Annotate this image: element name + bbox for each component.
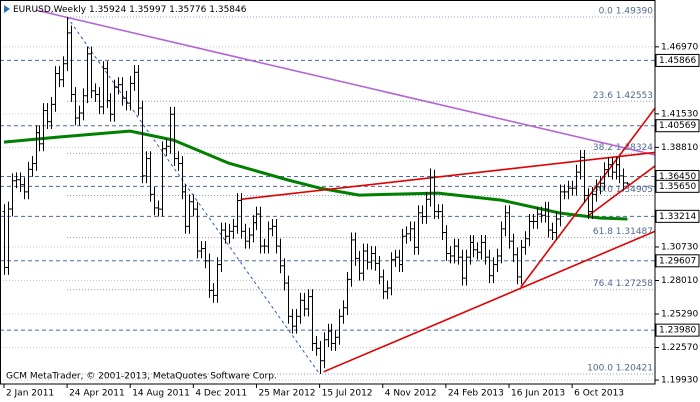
level-label: 1.23980: [659, 326, 696, 336]
fib-label: 61.8 1.31487: [593, 227, 653, 237]
x-tick-label: 24 Feb 2013: [448, 389, 504, 399]
fib-label: 100.0 1.20421: [587, 364, 653, 374]
trend-line: [520, 107, 655, 288]
x-tick-label: 6 Oct 2013: [574, 389, 624, 399]
x-tick-label: 4 Nov 2012: [385, 389, 437, 399]
symbol-icon: [4, 5, 10, 13]
header: EURUSD,Weekly 1.35924 1.35997 1.35776 1.…: [13, 5, 247, 15]
level-label: 1.33214: [659, 212, 696, 222]
y-tick-label: 1.22570: [661, 343, 698, 353]
x-tick-label: 25 Mar 2012: [258, 389, 315, 399]
level-label: 1.40569: [659, 121, 696, 131]
x-tick-label: 15 Jul 2012: [322, 389, 373, 399]
y-tick-label: 1.28010: [661, 276, 698, 286]
level-box: [655, 209, 700, 223]
level-box: [655, 254, 700, 268]
level-box: [655, 179, 700, 193]
level-box: [655, 323, 700, 337]
x-tick-label: 2 Jan 2011: [6, 389, 54, 399]
plot-border: [0, 0, 656, 385]
y-tick-label: 1.30730: [661, 242, 698, 252]
footer: GCM MetaTrader, © 2001-2013, MetaQuotes …: [6, 372, 277, 382]
y-tick-label: 1.41530: [661, 109, 698, 119]
fib-label: 0.0 1.49390: [599, 7, 654, 17]
low-value: 1.35776: [169, 5, 206, 15]
symbol: EURUSD,Weekly: [13, 5, 87, 15]
y-tick-label: 1.25290: [661, 310, 698, 320]
level-box: [655, 53, 700, 67]
y-tick-label: 1.46970: [661, 42, 698, 52]
trend-line: [35, 9, 655, 156]
trend-line: [587, 165, 655, 217]
fib-label: 76.4 1.27258: [593, 279, 653, 289]
high-value: 1.35997: [129, 5, 166, 15]
trend-line: [240, 151, 655, 201]
open-value: 1.35924: [89, 5, 126, 15]
y-tick-label: 1.38810: [661, 143, 698, 153]
x-tick-label: 14 Aug 2011: [132, 389, 190, 399]
trend-line: [323, 230, 655, 373]
level-label: 1.35650: [659, 182, 696, 192]
fib-label: 23.6 1.42553: [593, 91, 653, 101]
close-value: 1.35846: [209, 5, 246, 15]
x-tick-label: 24 Apr 2011: [69, 389, 125, 399]
x-tick-label: 16 Jun 2013: [511, 389, 565, 399]
level-label: 1.29607: [659, 256, 696, 266]
level-label: 1.45866: [659, 56, 696, 66]
level-label: 1.36450: [659, 172, 696, 182]
x-tick-label: 4 Dec 2011: [195, 389, 247, 399]
y-tick-label: 1.19930: [661, 376, 698, 386]
axes: 1.46970 1.41530 1.38810 1.30730 1.28010 1.252…: [3, 42, 700, 399]
level-box: [655, 119, 700, 133]
